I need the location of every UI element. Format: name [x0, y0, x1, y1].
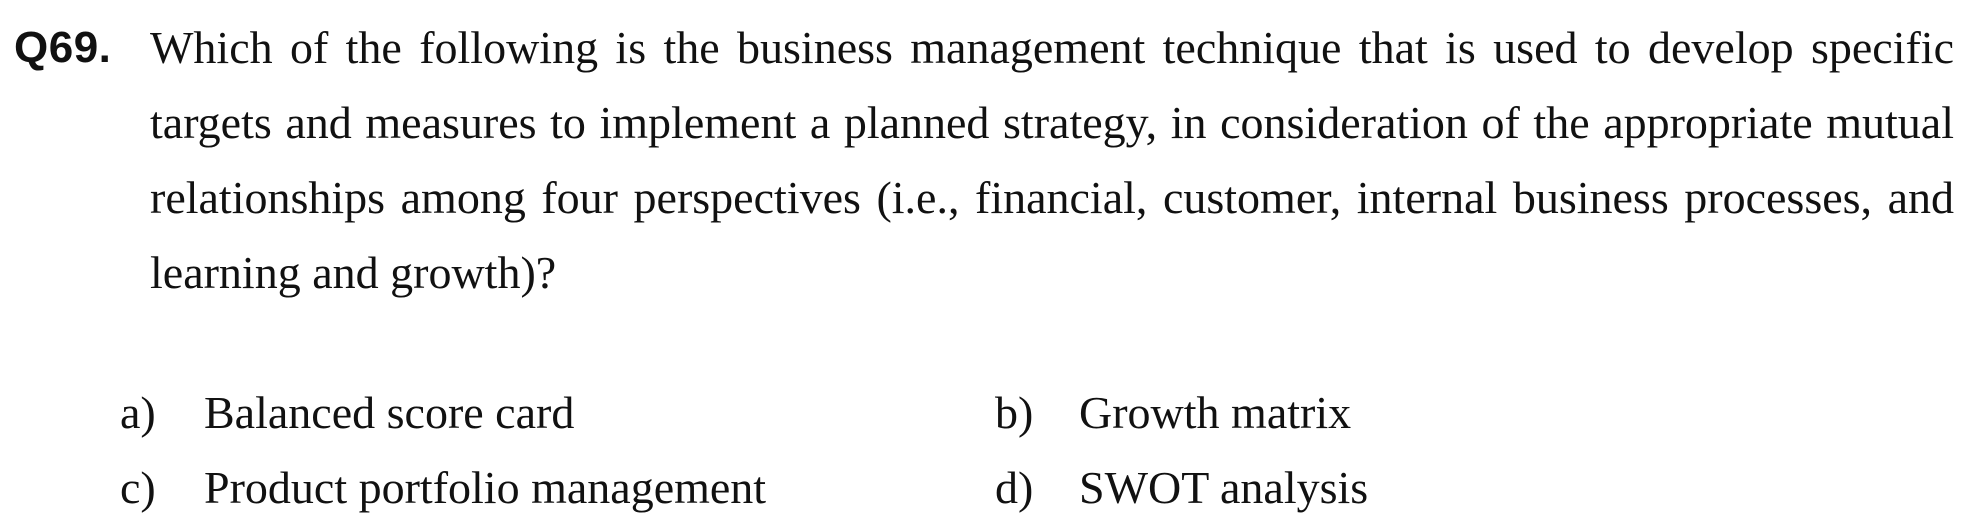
option-d[interactable]: d) SWOT analysis — [995, 450, 1520, 525]
option-text: SWOT analysis — [1079, 462, 1369, 513]
option-c[interactable]: c) Product portfolio management — [120, 450, 995, 525]
answer-options: a) Balanced score card b) Growth matrix … — [120, 375, 1520, 525]
option-letter: c) — [120, 462, 156, 513]
option-text: Product portfolio management — [204, 462, 767, 513]
option-letter: d) — [995, 462, 1034, 513]
option-text: Growth matrix — [1079, 387, 1352, 438]
option-text: Balanced score card — [204, 387, 575, 438]
option-b[interactable]: b) Growth matrix — [995, 375, 1520, 450]
option-letter: b) — [995, 387, 1034, 438]
question-text: Which of the following is the business m… — [150, 22, 1954, 298]
option-a[interactable]: a) Balanced score card — [120, 375, 995, 450]
question-block: Q69. Which of the following is the busin… — [14, 10, 1954, 310]
option-letter: a) — [120, 387, 156, 438]
question-number: Q69. — [14, 23, 112, 72]
